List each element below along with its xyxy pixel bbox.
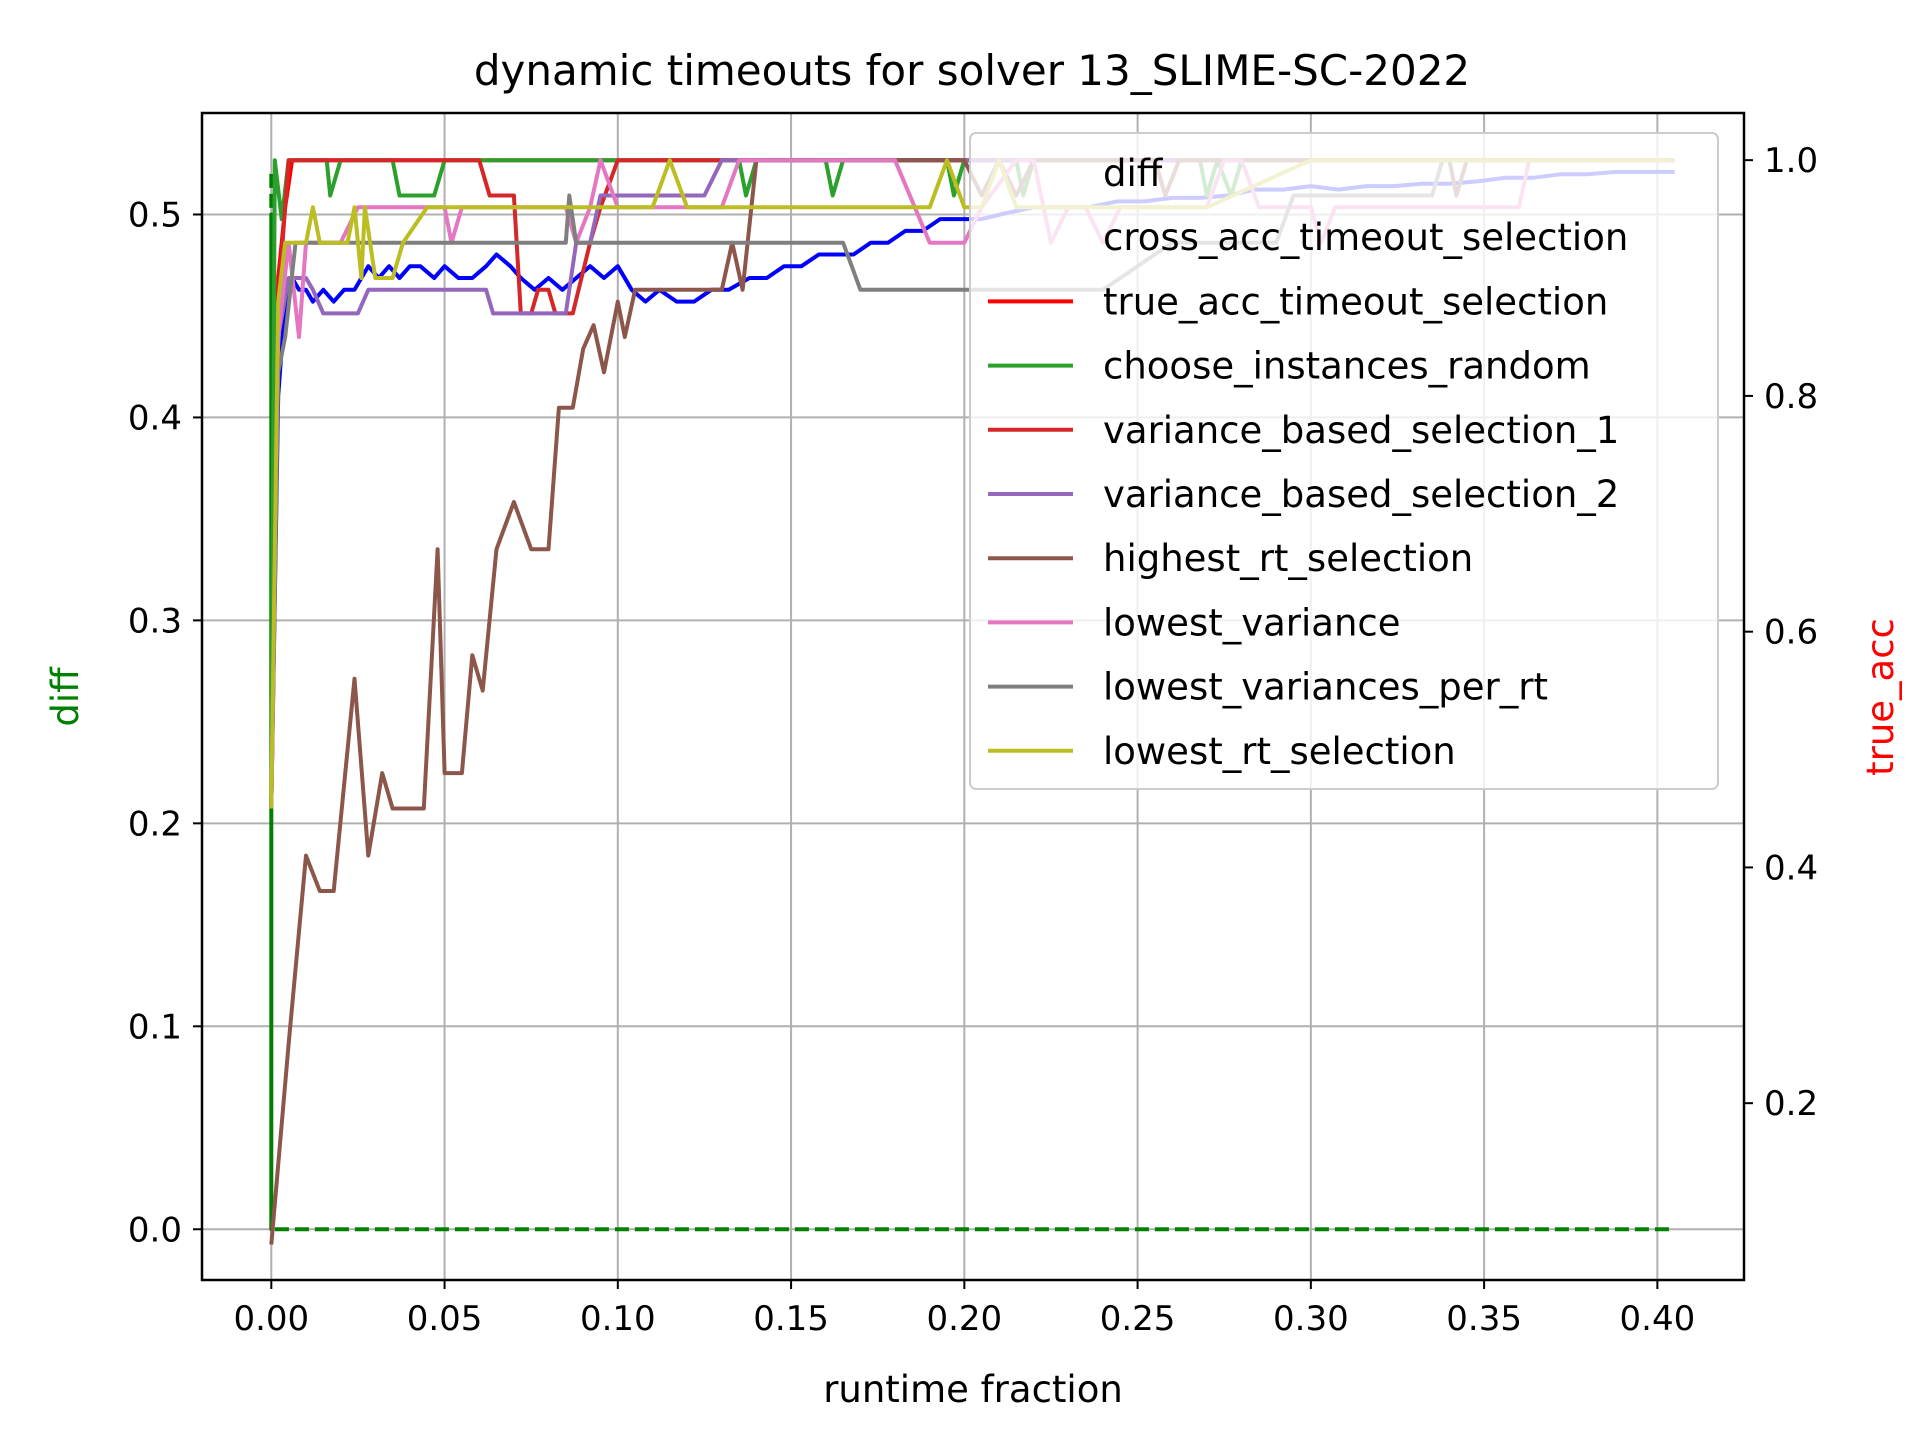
legend-label: cross_acc_timeout_selection [1103,216,1628,259]
legend-label: diff [1103,152,1164,195]
chart-title: dynamic timeouts for solver 13_SLIME-SC-… [474,46,1470,95]
x-tick-label: 0.20 [926,1299,1002,1339]
y-axis-left-label: diff [44,666,87,727]
x-axis-label: runtime fraction [823,1368,1123,1411]
plot-frame [200,111,1746,1282]
x-tick-label: 0.10 [580,1299,656,1339]
legend-label: choose_instances_random [1103,345,1591,388]
legend-label: lowest_variances_per_rt [1103,666,1548,709]
ticks: 0.00 0.05 0.10 0.15 0.20 0.25 0.30 0.35 0.40 0.0 0… [128,141,1818,1339]
y-left-tick-label: 0.1 [128,1007,182,1047]
legend-box [969,132,1719,790]
series-line-variance-based-selection-2 [269,158,1675,809]
y-left-tick-label: 0.5 [128,195,182,235]
y-right-tick-label: 0.2 [1764,1084,1818,1124]
y-right-tick-label: 0.8 [1764,377,1818,417]
legend-label: lowest_variance [1103,601,1401,644]
legend-label: true_acc_timeout_selection [1103,280,1608,323]
x-tick-label: 0.15 [753,1299,829,1339]
legend-label: highest_rt_selection [1103,537,1473,580]
legend-label: variance_based_selection_1 [1103,409,1619,452]
y-left-tick-label: 0.0 [128,1210,182,1250]
x-tick-label: 0.35 [1446,1299,1522,1339]
y-axis-right-label: true_acc [1859,618,1902,776]
y-left-tick-label: 0.3 [128,601,182,641]
legend-label: lowest_rt_selection [1103,730,1456,773]
y-right-tick-label: 1.0 [1764,141,1818,181]
x-tick-label: 0.40 [1620,1299,1696,1339]
y-left-tick-label: 0.2 [128,804,182,844]
x-tick-label: 0.30 [1273,1299,1349,1339]
y-right-tick-label: 0.6 [1764,613,1818,653]
x-tick-label: 0.00 [233,1299,309,1339]
legend: diff cross_acc_timeout_selection true_acc_… [969,132,1719,790]
x-tick-label: 0.05 [407,1299,483,1339]
y-left-tick-label: 0.4 [128,398,182,438]
legend-label: variance_based_selection_2 [1103,473,1619,516]
y-right-tick-label: 0.4 [1764,848,1818,888]
series-line-diff [269,173,1675,1232]
x-tick-label: 0.25 [1100,1299,1176,1339]
